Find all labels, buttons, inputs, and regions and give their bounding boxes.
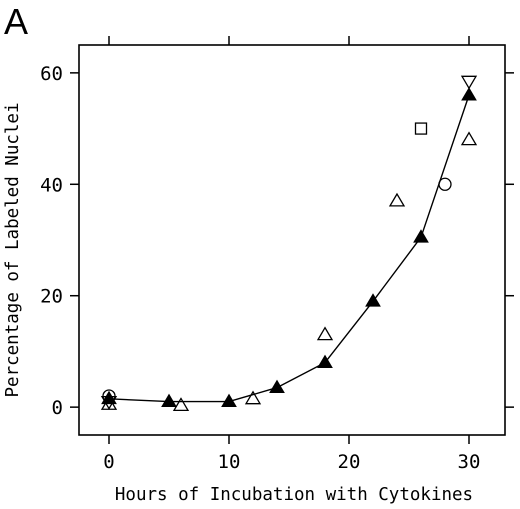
data-point-open-triangle <box>244 390 262 405</box>
y-tick-label: 0 <box>52 397 63 419</box>
data-point-filled-triangle <box>221 393 237 407</box>
data-point-open-triangle <box>172 397 190 412</box>
data-point-open-triangle <box>460 131 478 146</box>
x-axis: 0 10 20 30 <box>103 36 480 473</box>
y-tick-label: 60 <box>40 63 63 85</box>
data-point-open-circle <box>102 389 116 403</box>
data-point-open-triangle-down <box>460 75 478 90</box>
data-point-filled-triangle <box>269 379 285 394</box>
data-point-filled-triangle <box>461 87 477 101</box>
data-point-filled-triangle <box>317 354 333 368</box>
data-point-filled-triangle <box>413 229 429 243</box>
x-tick-label: 0 <box>103 451 114 473</box>
data-point-open-triangle-down <box>100 396 118 410</box>
series-line <box>108 94 470 403</box>
panel-letter: A <box>4 1 28 42</box>
data-point-filled-triangle <box>365 293 381 307</box>
data-points <box>100 75 478 412</box>
y-tick-label: 20 <box>40 286 63 308</box>
y-axis-label: Percentage of Labeled Nuclei <box>3 102 23 397</box>
data-point-open-triangle <box>388 192 406 207</box>
x-tick-label: 10 <box>218 451 241 473</box>
x-tick-label: 30 <box>458 451 481 473</box>
x-axis-label: Hours of Incubation with Cytokines <box>115 485 473 505</box>
data-point-open-square <box>414 122 428 135</box>
plot-frame <box>78 44 506 436</box>
y-tick-label: 40 <box>40 174 63 196</box>
data-point-filled-triangle <box>161 393 177 407</box>
data-point-open-circle <box>438 177 452 191</box>
series-lines <box>108 94 470 403</box>
y-axis: 0 20 40 60 <box>40 63 514 419</box>
x-tick-label: 20 <box>338 451 361 473</box>
data-point-open-triangle <box>316 326 334 341</box>
